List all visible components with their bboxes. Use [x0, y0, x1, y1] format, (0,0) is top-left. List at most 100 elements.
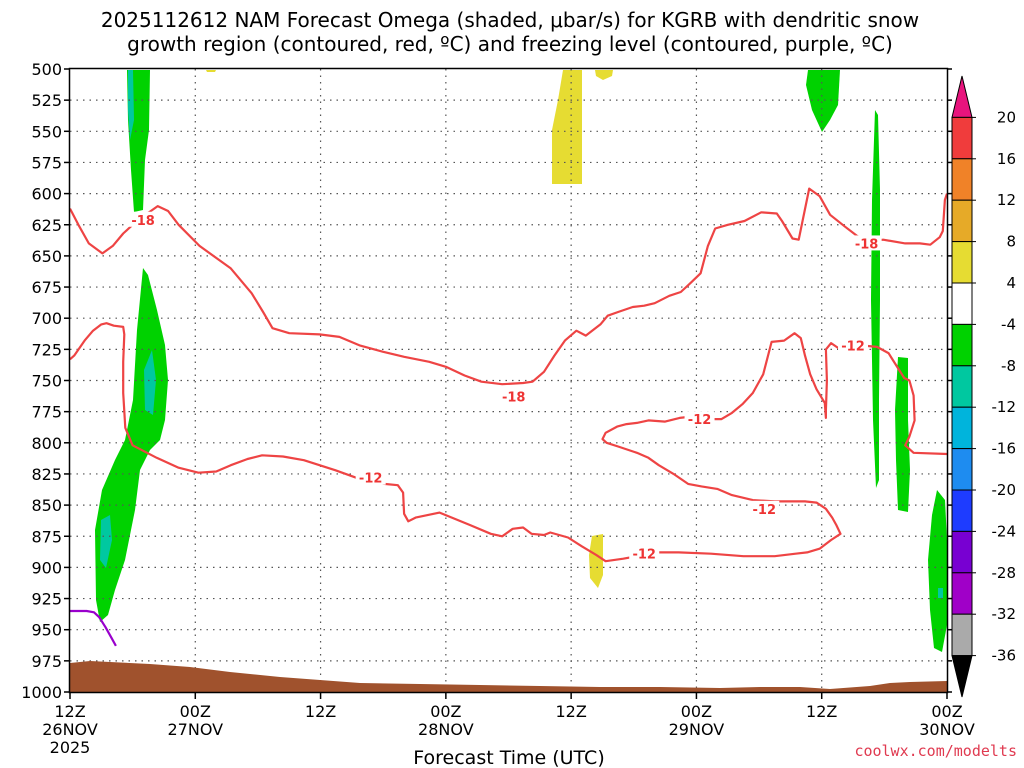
x-tick-label: 12Z [806, 702, 837, 721]
y-tick-label: 775 [31, 403, 62, 422]
x-tick-label: 00Z [931, 702, 962, 721]
x-tick-date-label: 30NOV [919, 720, 975, 739]
y-tick-label: 825 [31, 465, 62, 484]
colorbar-level-label: -32 [992, 605, 1017, 623]
contour-line-dgz-18-upper [69, 187, 949, 386]
contour-label-background [629, 545, 660, 561]
y-tick-label: 600 [31, 185, 62, 204]
y-tick-label: 1000 [21, 683, 62, 702]
colorbar-swatch [951, 323, 973, 367]
x-tick-date-label: 26NOV [42, 720, 98, 739]
x-tick-label: 12Z [305, 702, 336, 721]
contour-label-background [684, 411, 715, 427]
colorbar-level-label: -36 [992, 647, 1017, 665]
colorbar-level-label: 12 [997, 191, 1016, 209]
omega-green-region [928, 490, 948, 652]
colorbar-level-label: -4 [1001, 315, 1016, 333]
y-tick-label: 575 [31, 153, 62, 172]
contour-label: -12 [632, 548, 656, 563]
y-tick-label: 900 [31, 558, 62, 577]
y-axis: 500 525 550 575 600 625 650 675 700 725 750 775 800 8… [21, 60, 952, 702]
y-tick-label: 750 [31, 372, 62, 391]
x-tick-date-label: 27NOV [167, 720, 223, 739]
y-tick-label: 650 [31, 247, 62, 266]
x-tick-date-label: 29NOV [669, 720, 725, 739]
colorbar-level-label: 16 [997, 150, 1016, 168]
omega-yellow-region [206, 70, 216, 72]
contour-label-background [128, 211, 159, 227]
colorbar-swatch-top [951, 75, 973, 118]
omega-yellow-region [589, 534, 603, 588]
contour-label: -18 [855, 237, 879, 252]
contour-label: -18 [131, 214, 155, 229]
colorbar-level-label: -12 [992, 398, 1017, 416]
colorbar-swatch [951, 530, 973, 574]
chart-title-line2: growth region (contoured, red, ºC) and f… [127, 32, 893, 56]
colorbar-swatch [951, 572, 973, 615]
contour-label-background [355, 469, 386, 485]
colorbar-swatch [951, 365, 973, 408]
y-tick-label: 625 [31, 216, 62, 235]
contour-label: -12 [359, 472, 383, 487]
y-tick-label: 850 [31, 496, 62, 515]
omega-teal-region [128, 70, 134, 140]
x-tick-label: 12Z [555, 702, 586, 721]
x-tick-label: 00Z [430, 702, 461, 721]
contour-label-background [851, 235, 882, 251]
y-tick-label: 875 [31, 527, 62, 546]
colorbar-level-label: 20 [997, 108, 1016, 126]
colorbar-swatch [951, 448, 973, 491]
omega-green-region [895, 357, 910, 512]
y-tick-label: 525 [31, 91, 62, 110]
omega-colorbar: 20 16 12 8 4 -4 -8 -12 -16 -20 -24 -28 -32 -36 [951, 75, 1017, 698]
contour-label: -18 [502, 391, 526, 406]
contour-label: -12 [688, 413, 712, 428]
colorbar-swatch [951, 406, 973, 450]
plot-background [69, 68, 948, 693]
omega-green-region [871, 110, 880, 488]
x-tick-label: 00Z [180, 702, 211, 721]
x-tick-label: 00Z [681, 702, 712, 721]
colorbar-level-label: 8 [1006, 233, 1016, 251]
colorbar-swatch [951, 613, 973, 657]
omega-yellow-region [552, 70, 582, 184]
y-tick-label: 500 [31, 60, 62, 79]
x-tick-date-label: 28NOV [418, 720, 474, 739]
chart-title-line1: 2025112612 NAM Forecast Omega (shaded, μ… [101, 8, 919, 32]
omega-shading [95, 70, 948, 652]
contour-line-dgz-12-left [69, 322, 948, 563]
omega-teal-region [100, 515, 112, 568]
colorbar-swatch [951, 116, 973, 160]
colorbar-level-label: 4 [1006, 274, 1016, 292]
y-tick-label: 675 [31, 278, 62, 297]
colorbar-level-label: -24 [992, 522, 1017, 540]
colorbar-swatch-bottom [951, 655, 973, 698]
y-tick-label: 725 [31, 340, 62, 359]
omega-yellow-region [595, 70, 613, 80]
omega-teal-region [144, 350, 156, 415]
y-tick-label: 550 [31, 122, 62, 141]
x-axis-label: Forecast Time (UTC) [413, 747, 604, 768]
colorbar-swatch [951, 282, 973, 325]
y-tick-label: 800 [31, 434, 62, 453]
terrain-ground [70, 661, 947, 693]
x-tick-year-label: 2025 [50, 738, 91, 757]
colorbar-level-label: -16 [992, 440, 1017, 458]
y-tick-label: 950 [31, 621, 62, 640]
colorbar-swatch [951, 241, 973, 284]
watermark-text: coolwx.com/modelts [854, 742, 1017, 760]
colorbar-swatch [951, 158, 973, 201]
y-tick-label: 975 [31, 652, 62, 671]
x-tick-label: 12Z [54, 702, 85, 721]
contour-label-background [749, 500, 780, 516]
colorbar-swatch [951, 489, 973, 532]
colorbar-level-label: -28 [992, 564, 1017, 582]
contour-labels: -18 -18 -18 -12 -12 -12 -12 -12 [128, 211, 882, 563]
contour-lines [69, 187, 949, 647]
contour-label: -12 [753, 503, 777, 518]
colorbar-swatch [951, 199, 973, 243]
y-tick-label: 925 [31, 590, 62, 609]
contour-label-background [838, 337, 869, 353]
